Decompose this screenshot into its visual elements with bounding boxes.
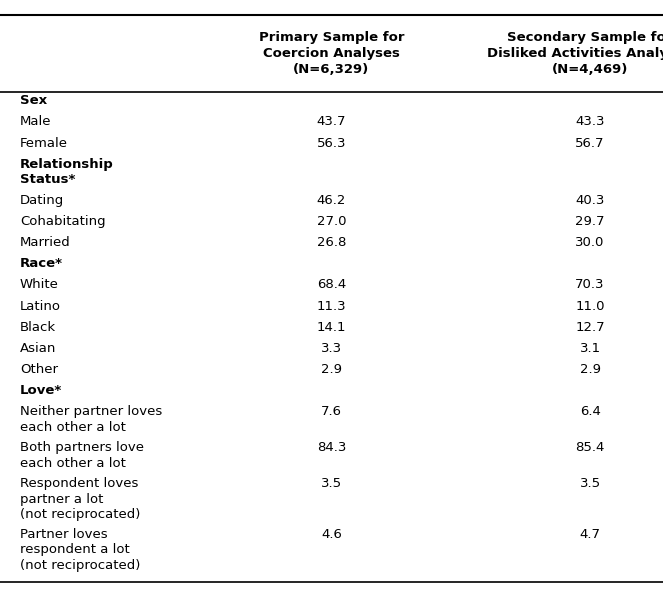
Text: 11.0: 11.0: [575, 299, 605, 313]
Text: 46.2: 46.2: [317, 194, 346, 207]
Text: Primary Sample for
Coercion Analyses
(N=6,329): Primary Sample for Coercion Analyses (N=…: [259, 31, 404, 76]
Text: Married: Married: [20, 236, 71, 249]
Text: Race*: Race*: [20, 257, 63, 270]
Text: Male: Male: [20, 116, 52, 129]
Text: 3.3: 3.3: [321, 342, 342, 355]
Text: 3.1: 3.1: [579, 342, 601, 355]
Text: 7.6: 7.6: [321, 405, 342, 418]
Text: 2.9: 2.9: [321, 363, 342, 376]
Text: Relationship
Status*: Relationship Status*: [20, 158, 113, 186]
Text: Female: Female: [20, 136, 68, 149]
Text: Respondent loves
partner a lot
(not reciprocated): Respondent loves partner a lot (not reci…: [20, 477, 141, 521]
Text: 4.6: 4.6: [321, 528, 342, 541]
Text: 43.7: 43.7: [317, 116, 346, 129]
Text: 68.4: 68.4: [317, 278, 346, 291]
Text: 3.5: 3.5: [579, 477, 601, 490]
Text: 26.8: 26.8: [317, 236, 346, 249]
Text: 30.0: 30.0: [575, 236, 605, 249]
Text: White: White: [20, 278, 59, 291]
Text: Latino: Latino: [20, 299, 61, 313]
Text: Dating: Dating: [20, 194, 64, 207]
Text: 27.0: 27.0: [317, 215, 346, 228]
Text: 85.4: 85.4: [575, 441, 605, 454]
Text: 40.3: 40.3: [575, 194, 605, 207]
Text: Asian: Asian: [20, 342, 56, 355]
Text: 3.5: 3.5: [321, 477, 342, 490]
Text: 14.1: 14.1: [317, 321, 346, 334]
Text: 11.3: 11.3: [317, 299, 346, 313]
Text: 29.7: 29.7: [575, 215, 605, 228]
Text: Love*: Love*: [20, 384, 62, 397]
Text: 70.3: 70.3: [575, 278, 605, 291]
Text: Secondary Sample for
Disliked Activities Analyses
(N=4,469): Secondary Sample for Disliked Activities…: [487, 31, 663, 76]
Text: 84.3: 84.3: [317, 441, 346, 454]
Text: 43.3: 43.3: [575, 116, 605, 129]
Text: Sex: Sex: [20, 94, 47, 107]
Text: 4.7: 4.7: [579, 528, 601, 541]
Text: 2.9: 2.9: [579, 363, 601, 376]
Text: Cohabitating: Cohabitating: [20, 215, 105, 228]
Text: 56.3: 56.3: [317, 136, 346, 149]
Text: 6.4: 6.4: [579, 405, 601, 418]
Text: Partner loves
respondent a lot
(not reciprocated): Partner loves respondent a lot (not reci…: [20, 528, 141, 572]
Text: Black: Black: [20, 321, 56, 334]
Text: Other: Other: [20, 363, 58, 376]
Text: 56.7: 56.7: [575, 136, 605, 149]
Text: Both partners love
each other a lot: Both partners love each other a lot: [20, 441, 144, 470]
Text: 12.7: 12.7: [575, 321, 605, 334]
Text: Neither partner loves
each other a lot: Neither partner loves each other a lot: [20, 405, 162, 434]
